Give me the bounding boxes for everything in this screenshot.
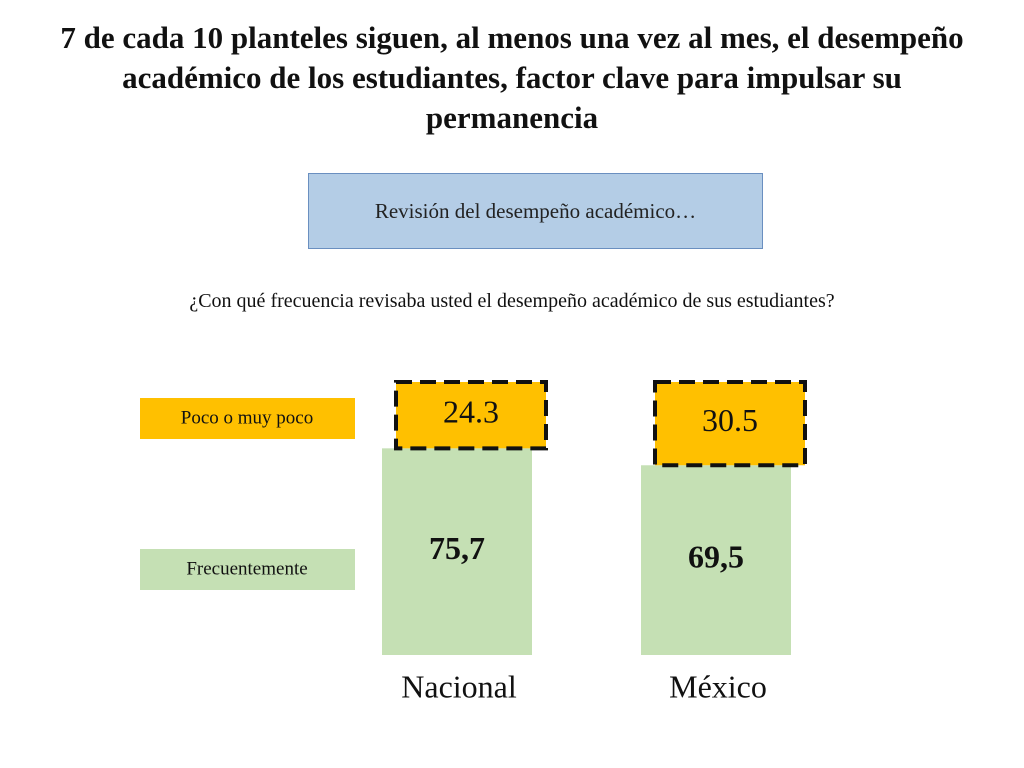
subtitle-box: Revisión del desempeño académico… xyxy=(308,173,763,249)
legend-label: Frecuentemente xyxy=(186,558,307,579)
value-label: 24.3 xyxy=(443,394,499,430)
value-label: 69,5 xyxy=(688,538,744,574)
title: 7 de cada 10 planteles siguen, al menos … xyxy=(60,20,964,135)
bar-segment xyxy=(653,380,807,468)
legend-label: Poco o muy poco xyxy=(181,407,313,428)
value-label: 30.5 xyxy=(702,402,758,438)
x-tick-label: México xyxy=(669,668,767,704)
bar-segment xyxy=(641,465,791,655)
legend-swatch xyxy=(140,398,355,439)
legend-swatch xyxy=(140,549,355,590)
bar-segment xyxy=(394,380,548,451)
value-label: 75,7 xyxy=(429,530,485,566)
question: ¿Con qué frecuencia revisaba usted el de… xyxy=(189,290,835,312)
bar-segment xyxy=(382,448,532,655)
x-tick-label: Nacional xyxy=(401,668,517,704)
